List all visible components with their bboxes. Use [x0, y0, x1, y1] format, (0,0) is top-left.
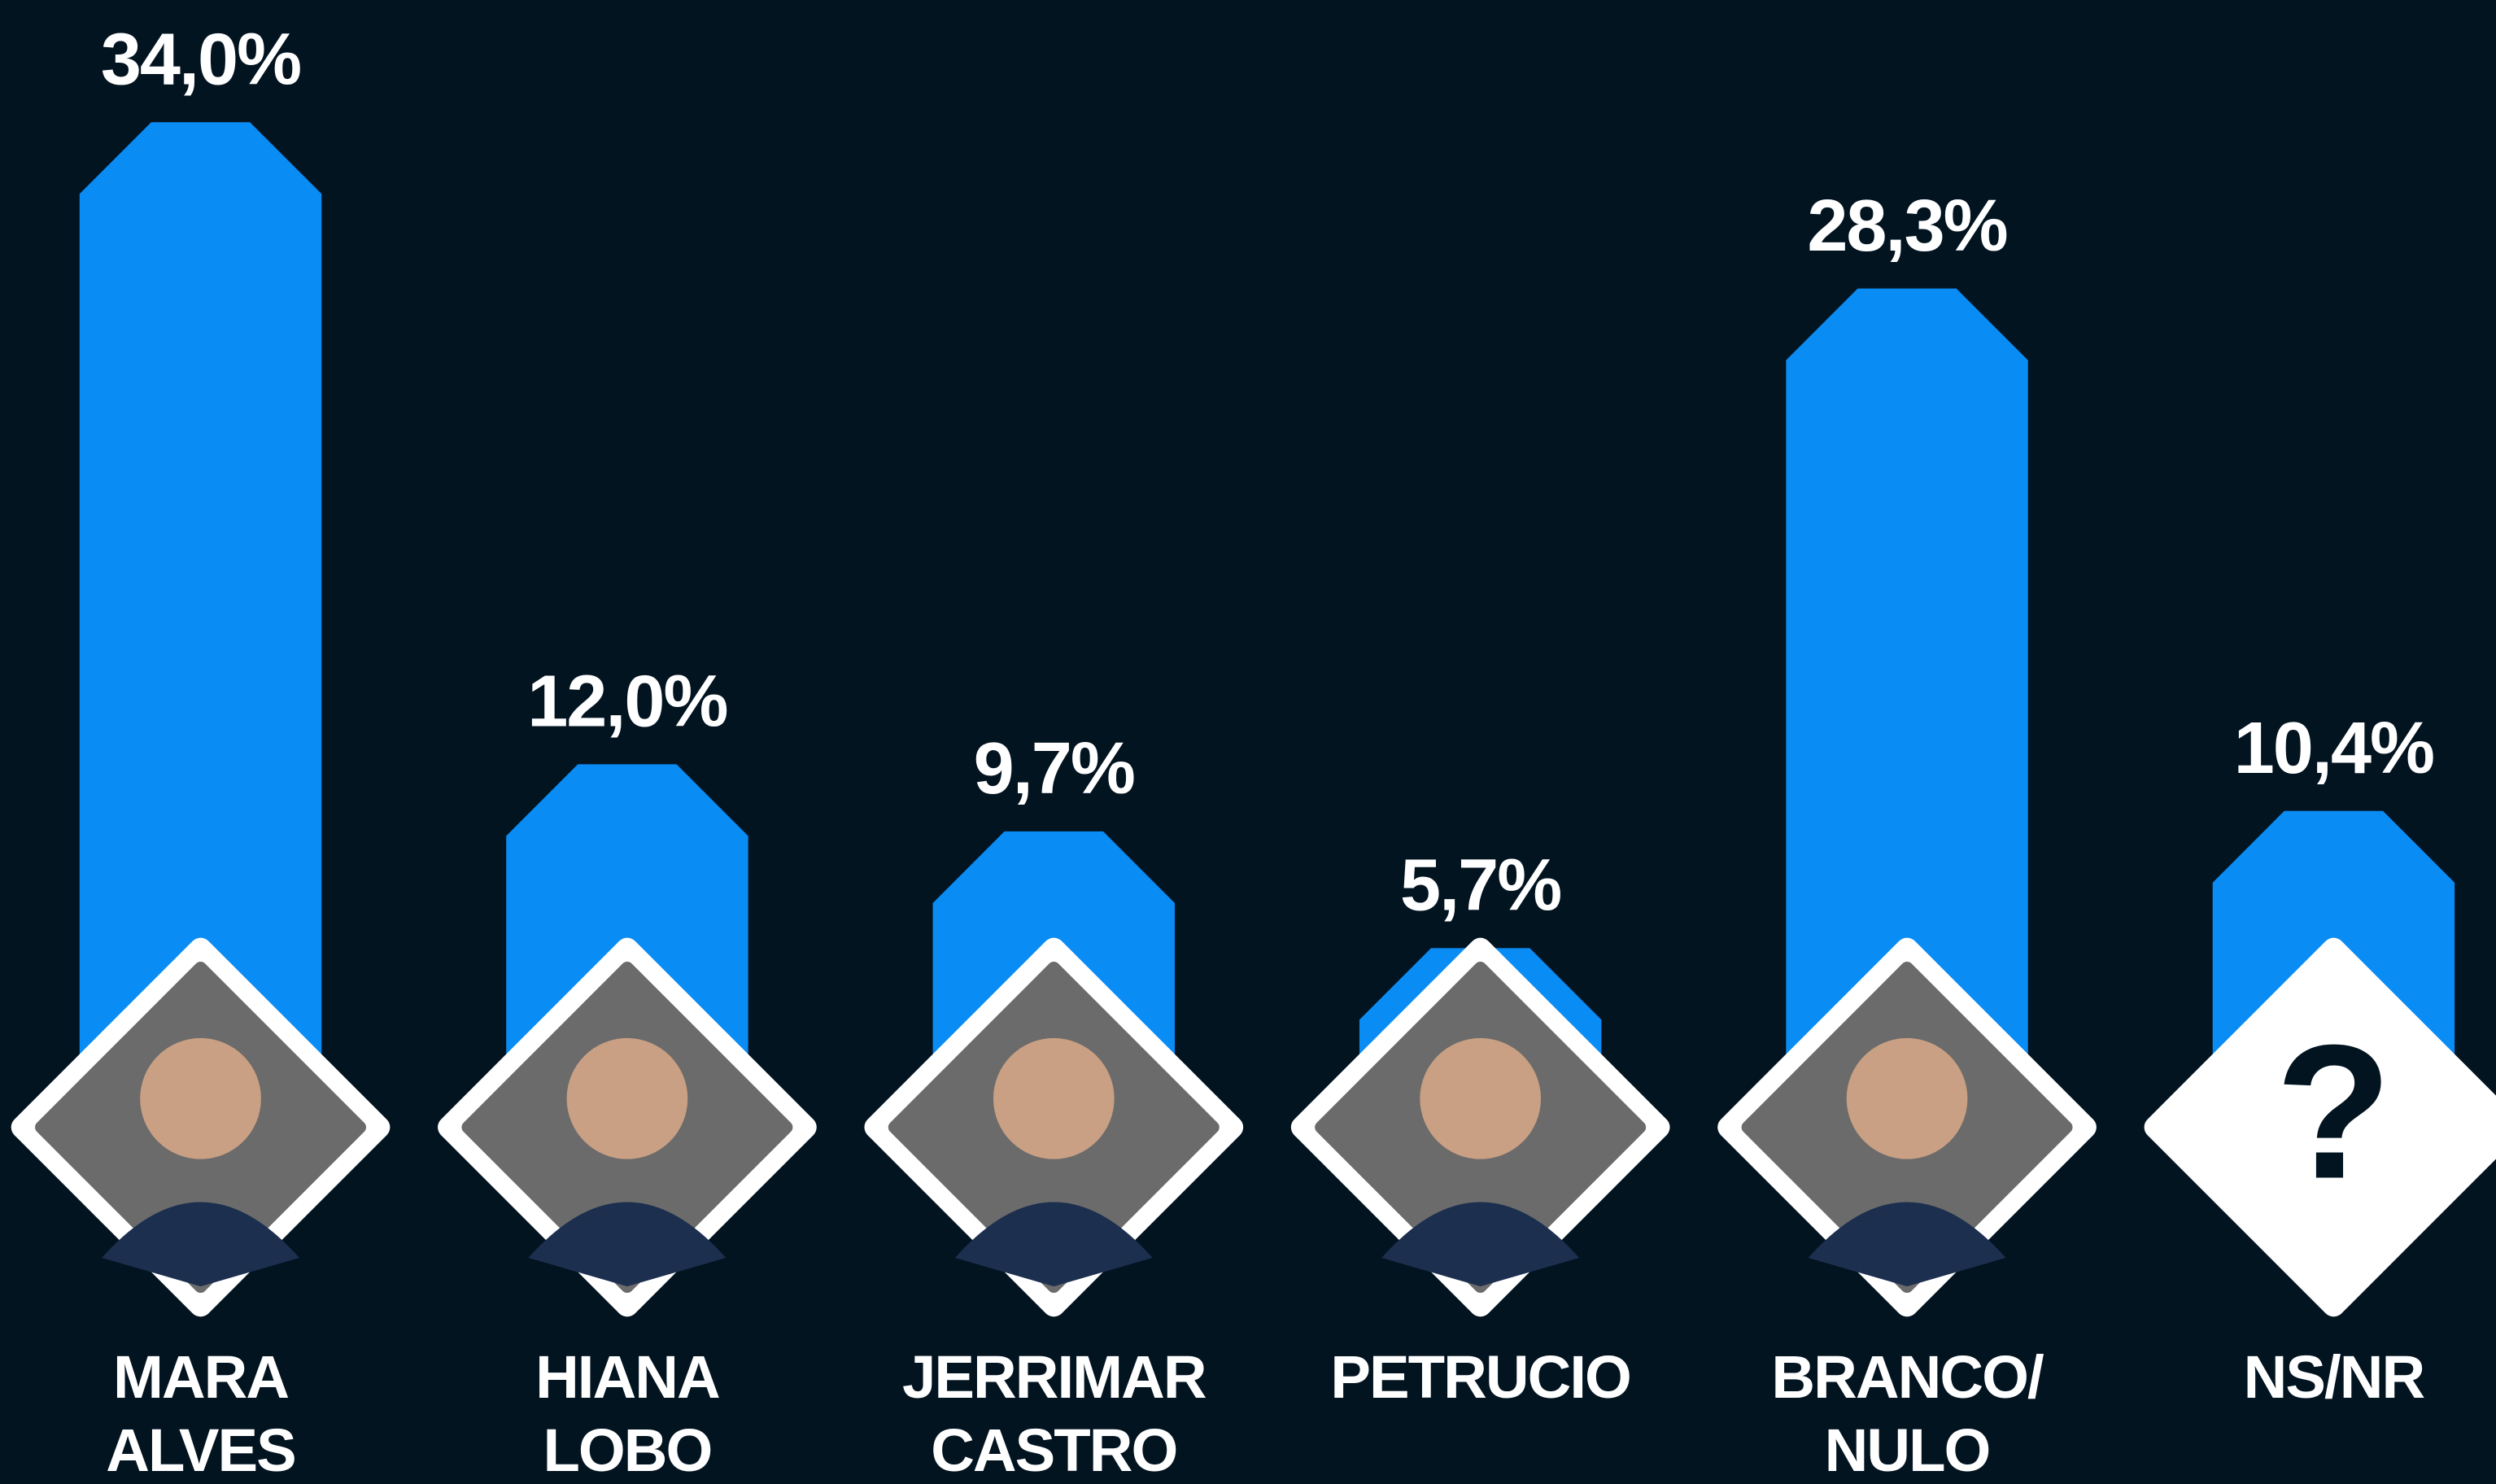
x-tick-label: CASTRO — [931, 1416, 1176, 1484]
background — [0, 0, 2496, 1484]
x-tick-label: HIANA — [535, 1343, 719, 1411]
value-label: 28,3% — [1807, 186, 2006, 267]
avatar-head — [993, 1038, 1115, 1159]
avatar-head — [567, 1038, 688, 1159]
x-tick-label: MARA — [113, 1343, 288, 1411]
x-tick-label: JERRIMAR — [902, 1343, 1207, 1411]
x-tick-label: ALVES — [106, 1416, 295, 1484]
x-tick-label: PETRUCIO — [1330, 1343, 1630, 1411]
value-label: 9,7% — [974, 728, 1134, 810]
value-label: 12,0% — [527, 661, 727, 743]
chart: 34,0% MARAALVES 12,0% HIANALOBO 9,7% JERRIMAR… — [0, 0, 2496, 1484]
value-label: 34,0% — [101, 20, 300, 101]
x-tick-label: NULO — [1825, 1416, 1990, 1484]
unknown-symbol: ? — [2276, 1005, 2392, 1219]
x-tick-label: LOBO — [543, 1416, 711, 1484]
avatar-head — [1847, 1038, 1968, 1159]
avatar-head — [140, 1038, 261, 1159]
value-label: 5,7% — [1400, 845, 1560, 927]
x-tick-label: BRANCO/ — [1771, 1343, 2044, 1411]
avatar-head — [1420, 1038, 1541, 1159]
x-tick-label: NS/NR — [2244, 1343, 2425, 1411]
value-label: 10,4% — [2234, 708, 2433, 789]
page: 34,0% MARAALVES 12,0% HIANALOBO 9,7% JERRIMAR… — [0, 0, 2496, 1484]
